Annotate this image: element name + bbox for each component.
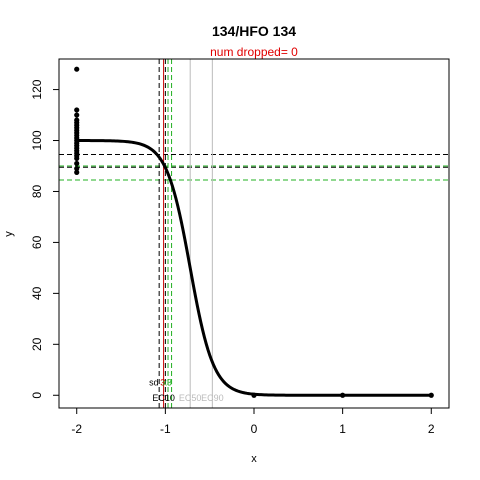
y-tick-label: 20 bbox=[30, 337, 44, 351]
x-tick-label: 2 bbox=[428, 422, 435, 436]
plot-frame bbox=[58, 58, 450, 409]
data-point bbox=[74, 66, 80, 72]
y-tick-label: 60 bbox=[30, 235, 44, 249]
data-point bbox=[428, 392, 434, 398]
chart-title: 134/HFO 134 bbox=[212, 23, 296, 39]
x-tick-label: -2 bbox=[71, 422, 82, 436]
y-tick-label: 80 bbox=[30, 184, 44, 198]
x-tick-label: -1 bbox=[160, 422, 171, 436]
fit-curve bbox=[76, 139, 432, 397]
plot-area: sd 3x3 EC10 EC50 EC90 bbox=[59, 59, 449, 408]
y-tick-label: 100 bbox=[30, 130, 44, 150]
data-point bbox=[74, 112, 80, 118]
y-axis-title: y bbox=[3, 231, 15, 237]
chart-subtitle: num dropped= 0 bbox=[210, 45, 298, 59]
data-point bbox=[340, 392, 346, 398]
annotation-ec10: EC10 bbox=[152, 393, 175, 403]
x-tick-label: 1 bbox=[339, 422, 346, 436]
x-tick-label: 0 bbox=[251, 422, 258, 436]
annotation-3: 3 bbox=[160, 378, 165, 388]
y-tick-label: 40 bbox=[30, 286, 44, 300]
annotation-sd: sd bbox=[149, 378, 159, 388]
annotation-x3: x3 bbox=[162, 378, 172, 388]
data-point bbox=[74, 155, 80, 161]
data-point bbox=[74, 160, 80, 167]
data-point bbox=[251, 392, 257, 398]
x-axis-title: x bbox=[251, 453, 257, 465]
annotation-ec50: EC50 bbox=[179, 393, 202, 403]
y-tick-label: 0 bbox=[30, 392, 44, 399]
data-point bbox=[74, 169, 80, 175]
data-point bbox=[74, 107, 80, 113]
data-point bbox=[74, 165, 80, 172]
annotation-ec90: EC90 bbox=[201, 393, 224, 403]
y-tick-label: 120 bbox=[30, 79, 44, 99]
